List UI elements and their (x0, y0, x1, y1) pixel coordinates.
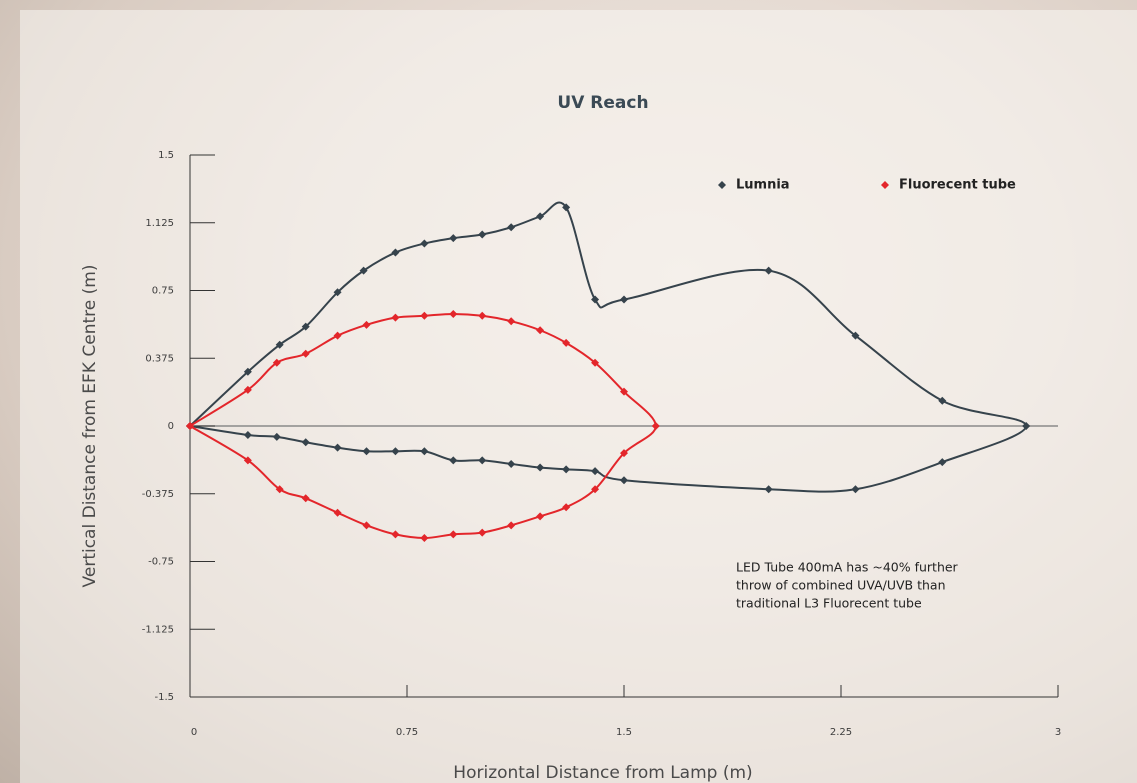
y-tick-label: 0.75 (152, 286, 174, 297)
point-marker (651, 422, 660, 430)
y-tick-label: -0.75 (148, 557, 174, 568)
x-tick-label: 2.25 (830, 727, 852, 738)
point-marker (333, 508, 342, 517)
legend-marker (881, 181, 889, 189)
point-marker (507, 317, 516, 326)
y-tick-label: -1.125 (142, 624, 174, 635)
point-marker (391, 530, 400, 539)
point-marker (333, 331, 342, 340)
point-marker (507, 521, 516, 530)
legend-label: Fluorecent tube (899, 178, 1016, 193)
point-marker (301, 349, 310, 358)
point-marker (478, 528, 487, 537)
point-marker (536, 463, 545, 472)
point-marker (591, 467, 600, 476)
point-marker (272, 432, 281, 441)
point-marker (391, 313, 400, 322)
legend-label: Lumnia (736, 178, 790, 193)
annotation: traditional L3 Fluorecent tube (736, 596, 922, 611)
point-marker (764, 485, 773, 494)
point-marker (591, 358, 600, 367)
point-marker (620, 295, 628, 304)
point-marker (536, 212, 545, 221)
point-marker (507, 459, 516, 468)
y-tick-label: 1.5 (158, 150, 174, 161)
point-marker (449, 234, 458, 243)
point-marker (333, 443, 342, 452)
point-marker (851, 331, 860, 340)
point-marker (449, 456, 458, 465)
point-marker (478, 311, 487, 320)
point-marker (362, 521, 371, 530)
point-marker (562, 503, 571, 512)
point-marker (591, 485, 600, 494)
point-marker (507, 223, 516, 232)
point-marker (591, 295, 600, 304)
y-tick-label: 0 (168, 421, 174, 432)
point-marker (391, 248, 400, 257)
y-axis-label: Vertical Distance from EFK Centre (m) (80, 265, 100, 588)
panel (20, 10, 1137, 783)
series-line (189, 201, 1028, 493)
y-tick-label: 0.375 (145, 353, 174, 364)
point-marker (243, 385, 252, 394)
x-tick-label: 1.5 (616, 727, 632, 738)
y-tick-label: -0.375 (142, 489, 174, 500)
point-marker (359, 266, 368, 275)
point-marker (420, 239, 429, 248)
point-marker (301, 322, 310, 331)
x-tick-label: 0.75 (396, 727, 418, 738)
point-marker (243, 431, 252, 440)
point-marker (620, 476, 628, 485)
point-marker (391, 447, 400, 456)
point-marker (562, 465, 571, 474)
point-marker (186, 422, 194, 430)
point-marker (478, 230, 487, 239)
point-marker (562, 203, 571, 212)
point-marker (620, 449, 628, 458)
x-tick-label: 3 (1055, 727, 1061, 738)
point-marker (562, 338, 571, 347)
point-marker (420, 447, 429, 456)
x-tick-label: 0 (191, 727, 197, 738)
legend-marker (718, 181, 726, 189)
point-marker (938, 396, 947, 405)
point-marker (243, 456, 252, 465)
point-marker (478, 456, 487, 465)
point-marker (851, 485, 860, 494)
point-marker (1022, 422, 1031, 430)
point-marker (420, 534, 429, 543)
y-tick-label: 1.125 (145, 218, 174, 229)
annotation: LED Tube 400mA has ~40% further (736, 560, 959, 575)
y-tick-label: -1.5 (154, 692, 174, 703)
point-marker (275, 485, 284, 494)
x-axis-label: Horizontal Distance from Lamp (m) (453, 763, 752, 783)
point-marker (301, 438, 310, 447)
point-marker (362, 447, 371, 456)
point-marker (449, 309, 458, 318)
point-marker (301, 494, 310, 503)
point-marker (938, 458, 947, 467)
point-marker (272, 358, 281, 367)
point-marker (764, 266, 773, 275)
point-marker (362, 320, 371, 329)
point-marker (333, 288, 342, 297)
point-marker (536, 326, 545, 335)
point-marker (420, 311, 429, 320)
point-marker (275, 340, 284, 349)
chart-title: UV Reach (557, 93, 648, 113)
annotation: throw of combined UVA/UVB than (736, 578, 946, 593)
point-marker (449, 530, 458, 539)
point-marker (620, 387, 628, 396)
point-marker (243, 367, 252, 376)
point-marker (536, 512, 545, 521)
